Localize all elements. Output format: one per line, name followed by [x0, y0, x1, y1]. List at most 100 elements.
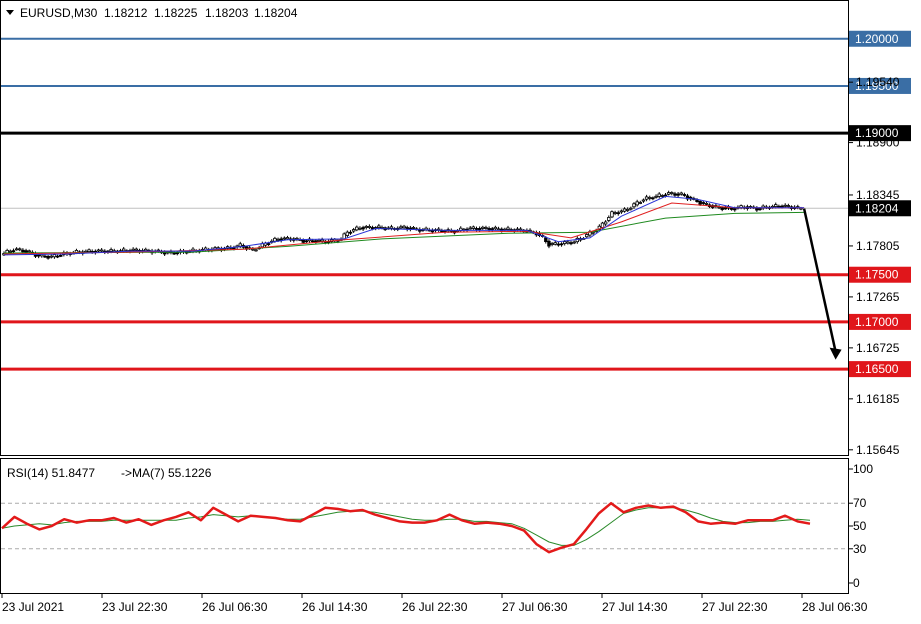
candle-body	[506, 227, 510, 230]
candle-body	[651, 197, 655, 200]
rsi-label: RSI(14) 51.8477	[7, 466, 95, 480]
candle-body	[175, 252, 179, 255]
candle-body	[84, 250, 88, 253]
candle-body	[553, 242, 557, 245]
candle-body	[758, 208, 762, 211]
candle-body	[774, 204, 778, 207]
time-tick-label: 27 Jul 14:30	[602, 600, 668, 614]
candle-body	[377, 225, 381, 228]
rsi-tick-label: 30	[853, 542, 867, 556]
candle-body	[43, 255, 47, 258]
candle-body	[411, 227, 416, 229]
time-tick-label: 28 Jul 06:30	[802, 600, 868, 614]
candle-body	[613, 212, 617, 214]
candle-body	[348, 231, 353, 234]
candle-body	[273, 237, 277, 242]
candle-body	[367, 226, 372, 228]
candle-body	[666, 192, 671, 195]
candle-body	[641, 199, 646, 202]
candle-body	[629, 207, 633, 210]
level-badge-label: 1.20000	[855, 32, 899, 46]
ohlc-low: 1.18203	[205, 6, 249, 20]
candle-body	[399, 226, 403, 229]
candle-body	[251, 248, 255, 251]
candle-body	[24, 250, 28, 253]
level-badge-label: 1.17500	[855, 268, 899, 282]
candle-body	[786, 205, 791, 207]
candle-body	[695, 199, 699, 202]
price-tick-label: 1.19540	[856, 75, 900, 89]
candle-body	[484, 227, 488, 229]
candle-body	[547, 240, 551, 247]
candle-body	[622, 208, 627, 212]
level-badge-label: 1.19500	[855, 79, 899, 93]
candle-body	[648, 197, 652, 199]
rsi-tick-label: 100	[853, 462, 873, 476]
candle-body	[266, 243, 271, 245]
candle-body	[733, 208, 737, 211]
candle-body	[301, 239, 305, 243]
time-tick-label: 27 Jul 06:30	[502, 600, 568, 614]
time-tick-label: 23 Jul 22:30	[102, 600, 168, 614]
candle-body	[282, 237, 287, 240]
forecast-arrowhead	[829, 347, 842, 360]
rsi-line	[1, 501, 811, 554]
time-tick-label: 23 Jul 2021	[2, 600, 64, 614]
ma-slow-line	[3, 211, 805, 254]
ohlc-high: 1.18225	[154, 6, 198, 20]
candle-body	[720, 207, 724, 210]
candle-body	[635, 201, 639, 206]
candle-body	[591, 231, 595, 234]
candle-body	[402, 225, 406, 229]
candle-body	[21, 249, 25, 253]
candle-body	[317, 239, 321, 242]
candle-body	[585, 234, 589, 238]
candle-body	[770, 205, 775, 208]
candle-body	[556, 243, 561, 246]
candle-body	[276, 238, 280, 241]
candle-body	[477, 228, 482, 231]
candle-body	[18, 248, 22, 251]
ohlc-open: 1.18212	[104, 6, 148, 20]
price-tick-label: 1.17805	[856, 239, 900, 253]
candle-body	[515, 228, 520, 231]
rsi-tick-label: 70	[853, 496, 867, 510]
candle-body	[55, 255, 60, 258]
candle-body	[657, 193, 661, 197]
candle-body	[285, 237, 290, 240]
forecast-arrow-shaft	[802, 208, 837, 352]
candle-body	[320, 239, 324, 242]
candle-body	[632, 203, 636, 208]
candle-body	[701, 202, 705, 204]
candle-body	[755, 207, 759, 211]
candle-body	[134, 248, 138, 251]
level-badge-label: 1.17000	[855, 315, 899, 329]
candle-body	[471, 226, 476, 229]
candle-body	[619, 210, 624, 213]
ma-fast-line	[3, 195, 805, 256]
symbol-dropdown-icon[interactable]	[6, 10, 14, 15]
candle-body	[345, 231, 350, 236]
candle-body	[370, 227, 375, 230]
candle-body	[131, 248, 135, 251]
candle-body	[638, 202, 642, 204]
candle-body	[518, 228, 523, 231]
time-tick-label: 27 Jul 22:30	[702, 600, 768, 614]
candle-body	[566, 241, 570, 244]
price-tick-label: 1.16185	[856, 392, 900, 406]
price-tick-label: 1.17265	[856, 290, 900, 304]
candle-body	[122, 248, 126, 252]
candle-body	[364, 226, 368, 228]
candle-body	[59, 254, 63, 257]
candle-body	[670, 192, 674, 194]
candle-body	[685, 195, 690, 200]
candle-body	[389, 226, 394, 229]
candle-body	[780, 205, 784, 208]
candle-body	[254, 249, 258, 252]
candle-body	[644, 196, 649, 200]
level-badge-1.19000	[849, 125, 911, 142]
symbol-label[interactable]: EURUSD,M30	[20, 6, 98, 20]
candle-body	[172, 252, 176, 255]
candle-body	[660, 195, 665, 197]
time-tick-label: 26 Jul 06:30	[202, 600, 268, 614]
